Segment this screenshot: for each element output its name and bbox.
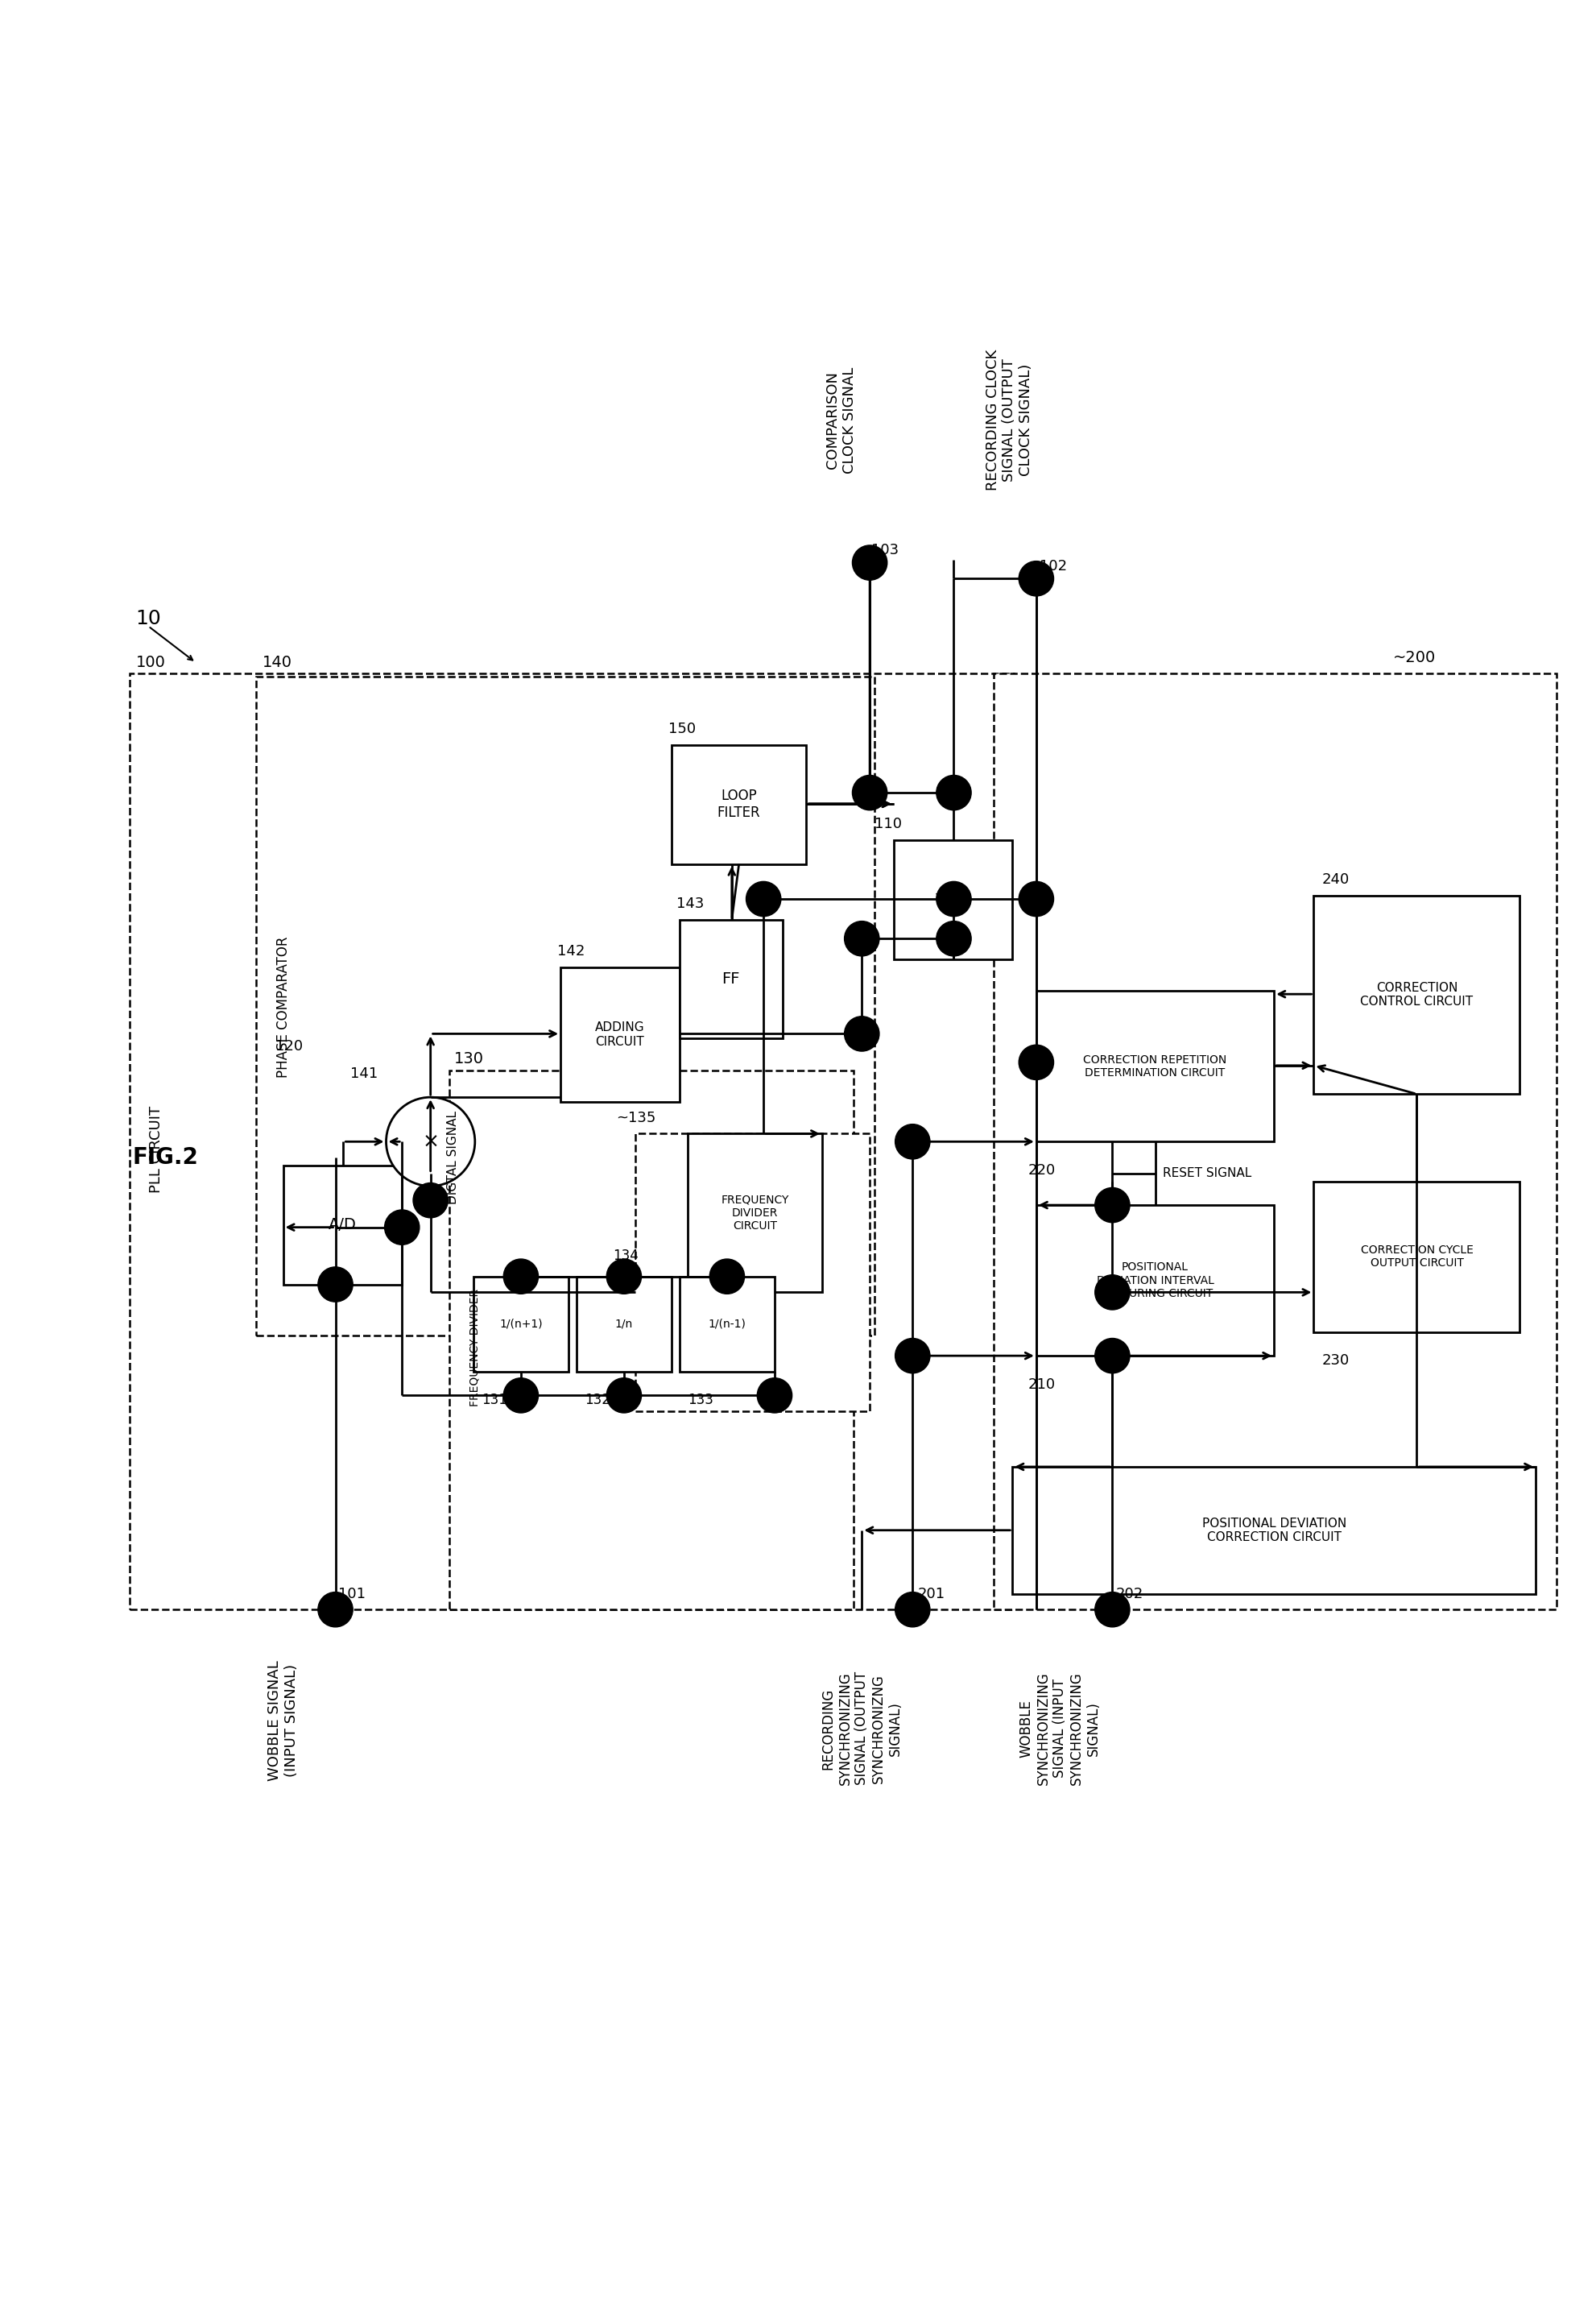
- Text: 202: 202: [1116, 1586, 1143, 1602]
- Bar: [894, 840, 1012, 958]
- Text: ADDING
CIRCUIT: ADDING CIRCUIT: [595, 1021, 645, 1049]
- Text: 110: 110: [875, 817, 902, 831]
- Circle shape: [1018, 882, 1053, 917]
- Bar: [560, 968, 680, 1102]
- Text: COMPARISON
CLOCK SIGNAL: COMPARISON CLOCK SIGNAL: [825, 366, 857, 472]
- Circle shape: [709, 1259, 744, 1294]
- Circle shape: [844, 921, 879, 956]
- Bar: [1314, 1181, 1519, 1331]
- Circle shape: [745, 882, 780, 917]
- Text: A/D: A/D: [329, 1218, 356, 1232]
- Text: PHASE COMPARATOR: PHASE COMPARATOR: [276, 935, 290, 1076]
- Text: 201: 201: [916, 1586, 945, 1602]
- Circle shape: [503, 1377, 538, 1412]
- Bar: [450, 1070, 854, 1609]
- Text: 102: 102: [1039, 558, 1066, 574]
- Circle shape: [413, 1183, 448, 1218]
- Circle shape: [385, 1211, 420, 1245]
- Text: 220: 220: [1028, 1162, 1055, 1178]
- Text: WOBBLE
SYNCHRONIZING
SIGNAL (INPUT
SYNCHRONIZING
SIGNAL): WOBBLE SYNCHRONIZING SIGNAL (INPUT SYNCH…: [1018, 1671, 1100, 1785]
- Text: 150: 150: [669, 722, 696, 736]
- Text: WOBBLE SIGNAL
(INPUT SIGNAL): WOBBLE SIGNAL (INPUT SIGNAL): [267, 1660, 298, 1780]
- Bar: [129, 674, 1013, 1609]
- Text: FREQUENCY DIVIDER: FREQUENCY DIVIDER: [469, 1289, 480, 1408]
- Text: 130: 130: [455, 1051, 484, 1067]
- Bar: [672, 745, 806, 863]
- Text: 142: 142: [557, 945, 584, 958]
- Text: DIGTAL SIGNAL: DIGTAL SIGNAL: [447, 1111, 458, 1204]
- Circle shape: [935, 921, 970, 956]
- Text: 141: 141: [351, 1067, 378, 1081]
- Circle shape: [935, 882, 970, 917]
- Circle shape: [318, 1266, 353, 1301]
- Text: 230: 230: [1321, 1354, 1349, 1368]
- Bar: [255, 676, 875, 1336]
- Bar: [686, 1134, 822, 1292]
- Text: 1/n: 1/n: [614, 1320, 632, 1329]
- Bar: [1012, 1468, 1535, 1593]
- Text: FREQUENCY
DIVIDER
CIRCUIT: FREQUENCY DIVIDER CIRCUIT: [720, 1195, 788, 1232]
- Circle shape: [852, 546, 887, 581]
- Bar: [472, 1276, 568, 1370]
- Text: FF: FF: [721, 972, 739, 986]
- Text: 101: 101: [338, 1586, 365, 1602]
- Text: LOOP
FILTER: LOOP FILTER: [717, 789, 760, 820]
- Text: 134: 134: [613, 1248, 638, 1264]
- Text: ×: ×: [421, 1132, 439, 1151]
- Circle shape: [606, 1259, 642, 1294]
- Text: RESET SIGNAL: RESET SIGNAL: [1162, 1167, 1251, 1178]
- Text: POSITIONAL DEVIATION
CORRECTION CIRCUIT: POSITIONAL DEVIATION CORRECTION CIRCUIT: [1202, 1516, 1345, 1544]
- Text: 240: 240: [1321, 873, 1349, 887]
- Text: 210: 210: [1028, 1377, 1055, 1391]
- Circle shape: [503, 1259, 538, 1294]
- Text: 131: 131: [480, 1394, 506, 1408]
- Circle shape: [1095, 1276, 1130, 1310]
- Text: CORRECTION
CONTROL CIRCUIT: CORRECTION CONTROL CIRCUIT: [1360, 982, 1473, 1007]
- Circle shape: [1095, 1338, 1130, 1373]
- Circle shape: [852, 776, 887, 810]
- Circle shape: [1095, 1593, 1130, 1627]
- Bar: [282, 1164, 402, 1285]
- Text: VCO: VCO: [935, 891, 970, 907]
- Circle shape: [895, 1593, 929, 1627]
- Text: 10: 10: [136, 609, 161, 627]
- Text: 143: 143: [677, 896, 704, 912]
- Bar: [635, 1134, 870, 1412]
- Bar: [680, 1276, 774, 1370]
- Circle shape: [386, 1097, 474, 1185]
- Circle shape: [1018, 560, 1053, 595]
- Circle shape: [757, 1377, 792, 1412]
- Text: 103: 103: [871, 542, 899, 558]
- Text: CORRECTION REPETITION
DETERMINATION CIRCUIT: CORRECTION REPETITION DETERMINATION CIRC…: [1082, 1053, 1226, 1079]
- Text: CORRECTION CYCLE
OUTPUT CIRCUIT: CORRECTION CYCLE OUTPUT CIRCUIT: [1360, 1245, 1473, 1269]
- Text: 1/(n+1): 1/(n+1): [500, 1320, 543, 1329]
- Circle shape: [606, 1377, 642, 1412]
- Text: ~135: ~135: [616, 1111, 656, 1125]
- Circle shape: [318, 1593, 353, 1627]
- Bar: [1036, 991, 1274, 1141]
- Text: 132: 132: [584, 1394, 610, 1408]
- Bar: [576, 1276, 672, 1370]
- Circle shape: [935, 776, 970, 810]
- Text: 140: 140: [262, 655, 292, 671]
- Text: 1/(n-1): 1/(n-1): [707, 1320, 745, 1329]
- Bar: [1036, 1206, 1274, 1357]
- Circle shape: [1018, 1044, 1053, 1079]
- Text: RECORDING CLOCK
SIGNAL (OUTPUT
CLOCK SIGNAL): RECORDING CLOCK SIGNAL (OUTPUT CLOCK SIG…: [985, 350, 1033, 491]
- Text: ~200: ~200: [1392, 651, 1435, 664]
- Bar: [993, 674, 1556, 1609]
- Circle shape: [895, 1125, 929, 1160]
- Text: 120: 120: [275, 1039, 303, 1053]
- Text: PLL CIRCUIT: PLL CIRCUIT: [148, 1107, 163, 1192]
- Text: 100: 100: [136, 655, 166, 671]
- Circle shape: [1095, 1188, 1130, 1222]
- Circle shape: [895, 1338, 929, 1373]
- Bar: [680, 919, 782, 1039]
- Text: 133: 133: [686, 1394, 713, 1408]
- Bar: [1314, 896, 1519, 1095]
- Text: RECORDING
SYNCHRONIZING
SIGNAL (OUTPUT
SYNCHRONIZNG
SIGNAL): RECORDING SYNCHRONIZING SIGNAL (OUTPUT S…: [820, 1671, 902, 1785]
- Text: FIG.2: FIG.2: [132, 1146, 198, 1169]
- Circle shape: [844, 1016, 879, 1051]
- Text: POSITIONAL
DEVIATION INTERVAL
MEASURING CIRCUIT: POSITIONAL DEVIATION INTERVAL MEASURING …: [1096, 1262, 1213, 1299]
